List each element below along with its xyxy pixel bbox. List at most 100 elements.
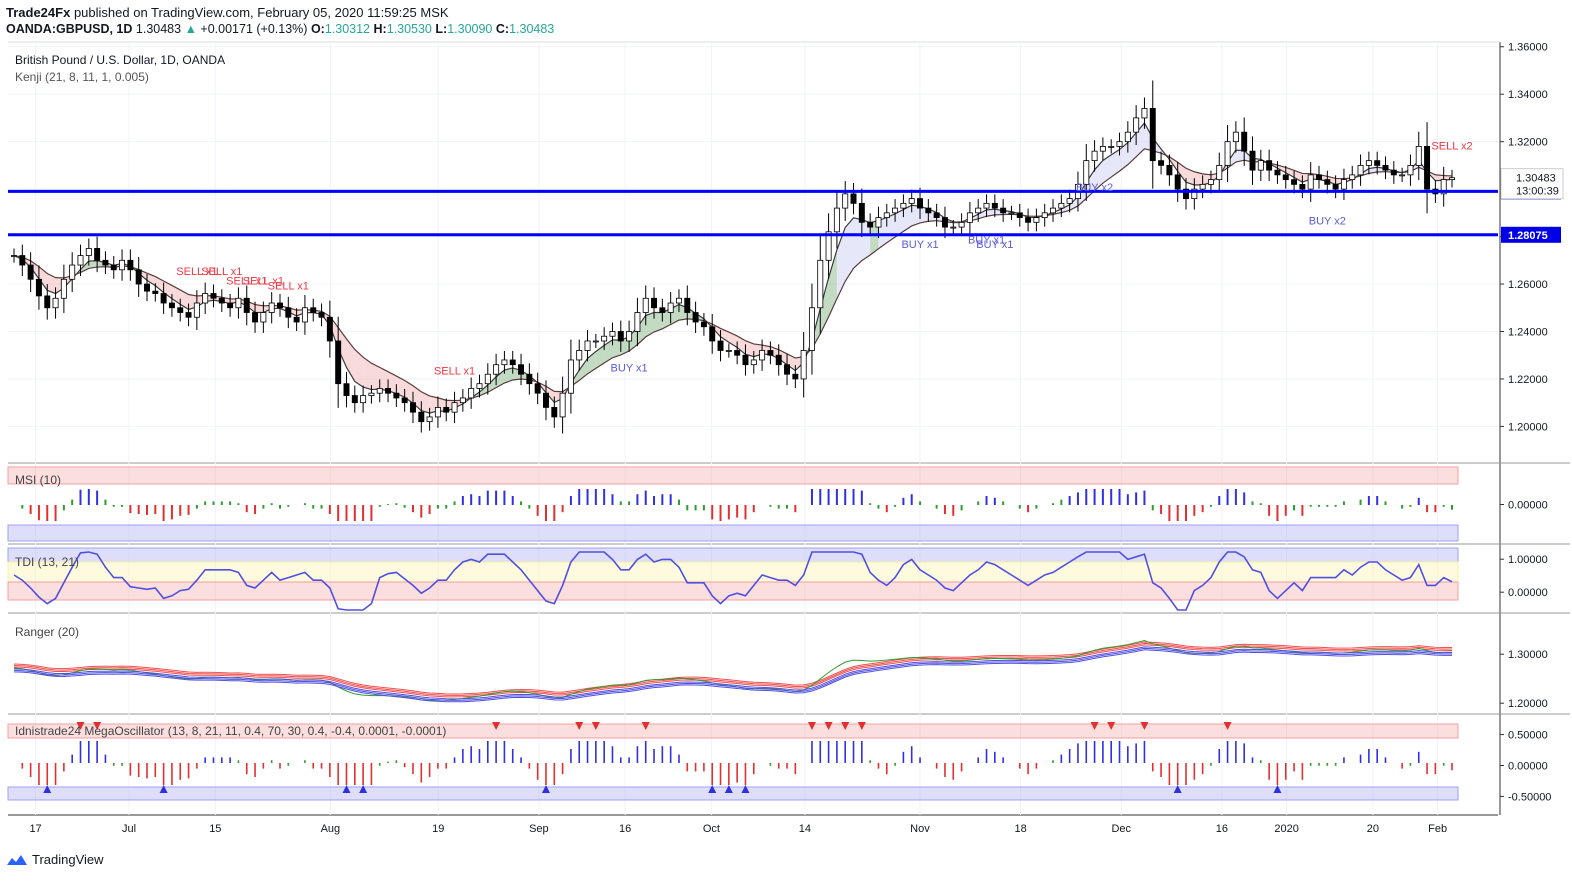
kenji-band-segment (496, 370, 505, 388)
tradingview-logo[interactable]: TradingView (6, 852, 104, 867)
time-tick-label: Oct (703, 823, 720, 835)
ranger-upper-line (13, 642, 1453, 696)
ranger-upper-line (13, 641, 1453, 695)
candle-body (659, 307, 666, 313)
candle-body (459, 397, 466, 404)
open-label: O: (310, 22, 325, 36)
candle-body (883, 212, 890, 218)
candle-body (1449, 177, 1455, 181)
buy-arrow-icon (359, 785, 368, 793)
msi-pane-title: MSI (10) (15, 473, 62, 487)
candle-body (941, 217, 948, 228)
candle-body (543, 392, 549, 408)
sell-arrow-icon (1107, 722, 1116, 730)
close-value: 1.30483 (509, 22, 555, 36)
kenji-band-segment (654, 312, 663, 333)
candle-body (1166, 164, 1173, 176)
candle-body (11, 255, 17, 257)
kenji-band-segment (371, 363, 380, 390)
signal-label: SELL x1 (243, 276, 284, 288)
candle-body (1224, 141, 1231, 166)
current-price-label: 1.30483 (1516, 173, 1556, 185)
candle-body (476, 383, 483, 389)
low-label: L: (435, 22, 448, 36)
time-tick-label: Feb (1428, 823, 1447, 835)
candle-body (1108, 146, 1115, 148)
time-tick-label: Jul (122, 823, 136, 835)
ranger-lower-line (13, 647, 1453, 701)
time-tick-label: Nov (910, 823, 930, 835)
candle-body (1340, 179, 1347, 190)
sell-arrow-icon (575, 722, 584, 730)
candle-body (609, 331, 616, 337)
candle-body (966, 212, 973, 223)
candle-body (1066, 198, 1073, 204)
publish-text: published on TradingView.com, February 0… (73, 5, 449, 20)
candle-body (1399, 174, 1406, 177)
candle-body (567, 359, 574, 394)
candle-body (44, 295, 51, 309)
candle-body (127, 259, 134, 271)
candle-body (925, 207, 932, 214)
candle-body (867, 221, 874, 228)
buy-arrow-icon (159, 785, 168, 793)
signal-label: SELL x1 (434, 366, 475, 378)
candle-body (144, 283, 150, 292)
price-tick-label: 1.32000 (1508, 137, 1548, 149)
sell-arrow-icon (93, 722, 102, 730)
kenji-band-segment (1111, 149, 1120, 178)
kenji-band-segment (645, 312, 655, 337)
candle-body (393, 392, 400, 399)
kenji-band-segment (396, 376, 405, 398)
candle-body (385, 388, 392, 394)
kenji-band-segment (88, 260, 98, 269)
msi-zone (7, 524, 1459, 542)
kenji-band-segment (1235, 150, 1245, 163)
candle-body (410, 402, 416, 413)
sell-arrow-icon (591, 722, 600, 730)
candle-body (900, 202, 907, 209)
candle-body (252, 312, 259, 323)
signal-label: BUY x1 (901, 239, 938, 251)
candle-body (360, 395, 367, 404)
candle-body (102, 259, 109, 266)
candle-body (135, 269, 142, 285)
tdi-tick-label: 1.00000 (1508, 554, 1548, 566)
time-tick-label: 14 (799, 823, 811, 835)
sell-arrow-icon (857, 722, 866, 730)
candle-body (1390, 169, 1397, 176)
last-price: 1.30483 (135, 22, 182, 36)
tradingview-icon (7, 854, 27, 865)
sell-arrow-icon (1090, 722, 1099, 730)
candle-body (767, 350, 774, 356)
candle-body (293, 316, 300, 323)
candle-body (1282, 174, 1289, 181)
candle-body (1099, 146, 1106, 152)
candle-body (235, 297, 242, 309)
tdi-tick-label: 0.00000 (1508, 587, 1548, 599)
buy-arrow-icon (43, 785, 52, 793)
buy-arrow-icon (541, 785, 550, 793)
level-price-label: 1.28075 (1508, 230, 1548, 242)
sell-arrow-icon (824, 722, 833, 730)
low-value: 1.30090 (447, 22, 493, 36)
candle-body (326, 316, 333, 342)
buy-arrow-icon (724, 785, 733, 793)
signal-label: BUY x2 (1309, 215, 1346, 227)
candle-body (1365, 160, 1372, 166)
buy-arrow-icon (342, 785, 351, 793)
candle-body (509, 359, 516, 366)
candle-body (1415, 146, 1422, 166)
time-tick-label: 16 (1216, 823, 1228, 835)
up-arrow-icon: ▲ (184, 22, 197, 36)
mega-tick-label: -0.50000 (1508, 791, 1551, 803)
candle-body (1149, 108, 1156, 162)
candle-body (1291, 179, 1298, 185)
candle-body (152, 290, 159, 294)
signal-label: SELL x1 (268, 280, 309, 292)
candle-body (1440, 179, 1447, 195)
candle-body (301, 307, 308, 323)
kenji-band-segment (903, 205, 912, 232)
candle-body (119, 259, 126, 271)
